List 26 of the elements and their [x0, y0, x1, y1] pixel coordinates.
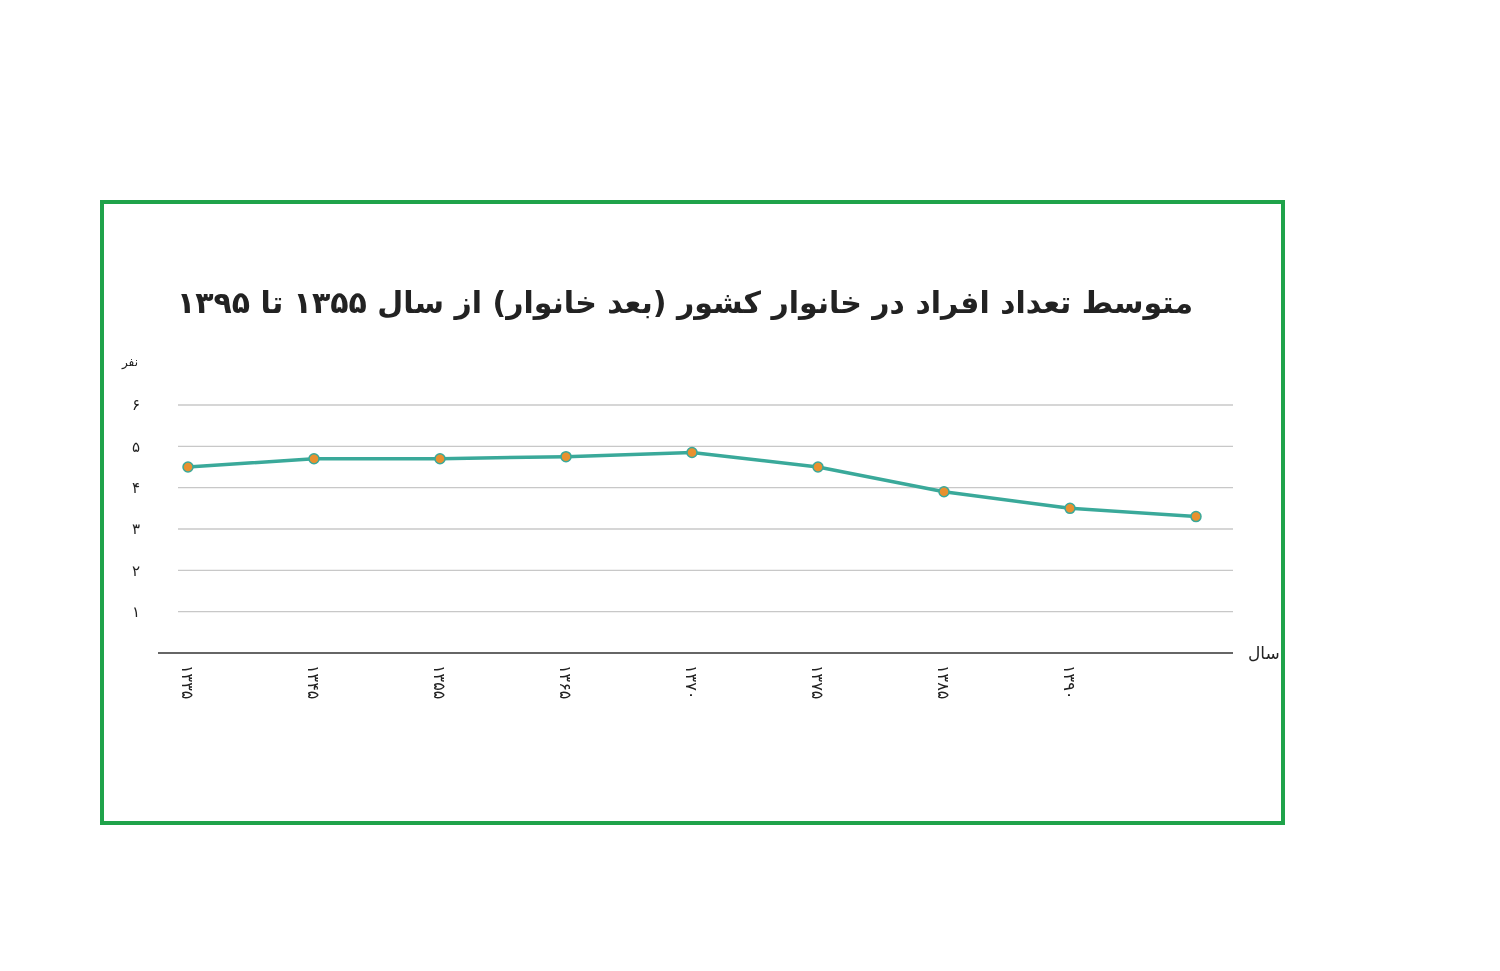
- x-tick-label: ۱۳۳۵: [178, 665, 198, 700]
- x-tick-label: ۱۳۷۵: [808, 665, 828, 700]
- y-axis-title: نفر: [120, 355, 138, 370]
- point: [1064, 502, 1076, 515]
- y-tick-label: ۵: [131, 437, 141, 456]
- point: [812, 461, 824, 473]
- point: [1190, 510, 1202, 523]
- y-tick-label: ۶: [131, 396, 141, 415]
- x-tick-label: ۱۳۷۰: [682, 665, 702, 700]
- x-axis-title: سال: [1248, 643, 1280, 663]
- point: [308, 452, 320, 465]
- point: [560, 450, 572, 463]
- x-tick-label: ۱۳۸۵: [934, 665, 954, 700]
- point: [938, 486, 950, 498]
- x-tick-label: ۱۳۶۵: [556, 665, 576, 700]
- chart-title: متوسط تعداد افراد در خانوار کشور (بعد خانوار) از سال ۱۳۵۵ تا ۱۳۹۵: [176, 285, 1194, 320]
- y-tick-label: ۳: [131, 520, 141, 539]
- point: [434, 452, 446, 465]
- point: [182, 461, 194, 473]
- point: [686, 446, 698, 459]
- y-tick-label: ۴: [131, 478, 141, 497]
- y-tick-label: ۱: [131, 602, 141, 621]
- x-tick-label: ۱۳۹۰: [1060, 665, 1080, 700]
- y-tick-label: ۲: [131, 561, 141, 580]
- x-tick-label: ۱۳۴۵: [304, 665, 324, 700]
- x-tick-label: ۱۳۵۵: [430, 665, 450, 700]
